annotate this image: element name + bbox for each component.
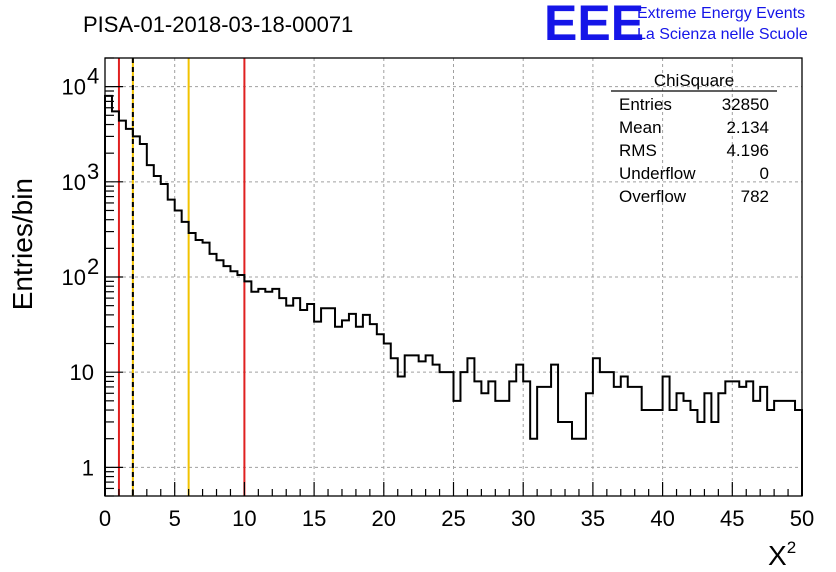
y-tick-label: 10 — [62, 170, 86, 195]
grid — [105, 58, 802, 496]
chart-title: PISA-01-2018-03-18-00071 — [83, 12, 353, 37]
x-axis-label-base: X — [768, 540, 787, 571]
logo-line2: La Scienza nelle Scuole — [637, 26, 808, 43]
y-tick-label: 1 — [82, 455, 94, 480]
histogram-outline — [104, 94, 803, 496]
y-tick-exponent: 3 — [87, 159, 99, 184]
stats-label: Underflow — [619, 164, 696, 183]
x-tick-label: 50 — [790, 506, 814, 531]
x-axis-label-sup: 2 — [787, 538, 796, 557]
stats-label: Overflow — [619, 187, 687, 206]
x-axis-label: X2 — [768, 538, 796, 571]
histogram-series — [104, 94, 803, 496]
x-tick-label: 20 — [372, 506, 396, 531]
y-tick-exponent: 4 — [87, 64, 99, 89]
stats-label: Mean — [619, 118, 662, 137]
stats-value: 0 — [760, 164, 769, 183]
y-tick-label: 10 — [62, 75, 86, 100]
x-tick-label: 15 — [302, 506, 326, 531]
y-tick-label: 10 — [62, 265, 86, 290]
stats-box: ChiSquare Entries 32850 Mean 2.134 RMS 4.196 U… — [611, 71, 777, 206]
x-tick-label: 40 — [650, 506, 674, 531]
x-tick-label: 30 — [511, 506, 535, 531]
x-ticks: 0 5 10 15 20 25 30 35 40 45 50 — [99, 482, 814, 531]
stats-title: ChiSquare — [654, 71, 734, 90]
stats-label: Entries — [619, 95, 672, 114]
stats-value: 4.196 — [726, 141, 769, 160]
x-tick-label: 10 — [232, 506, 256, 531]
logo-line1: Extreme Energy Events — [637, 5, 805, 22]
stats-value: 32850 — [722, 95, 769, 114]
eee-logo: EEE Extreme Energy Events La Scienza nel… — [544, 0, 808, 51]
logo-letters: EEE — [544, 0, 644, 51]
y-axis-label: Entries/bin — [7, 178, 38, 310]
stats-value: 2.134 — [726, 118, 769, 137]
x-tick-label: 25 — [441, 506, 465, 531]
x-tick-label: 45 — [720, 506, 744, 531]
stats-label: RMS — [619, 141, 657, 160]
y-tick-label: 10 — [70, 360, 94, 385]
x-tick-label: 35 — [581, 506, 605, 531]
x-tick-label: 0 — [99, 506, 111, 531]
x-tick-label: 5 — [169, 506, 181, 531]
stats-value: 782 — [741, 187, 769, 206]
y-tick-exponent: 2 — [87, 254, 99, 279]
